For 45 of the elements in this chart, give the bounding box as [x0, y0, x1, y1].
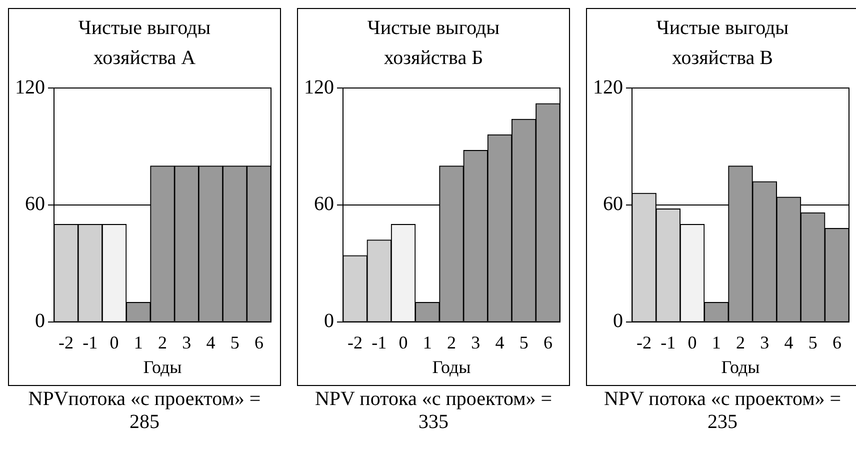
chart-title: Чистые выгоды хозяйства Б [366, 16, 501, 71]
x-tick-label: 1 [712, 332, 721, 352]
x-tick-label: 3 [760, 332, 770, 352]
x-tick-label: 4 [206, 332, 216, 352]
x-tick-label: 0 [688, 332, 697, 352]
x-axis-title: Годы [721, 356, 760, 377]
x-tick-label: 4 [495, 332, 504, 352]
x-tick-label: 0 [398, 332, 408, 352]
text: NPV потока «с проектом» = 335 [314, 388, 554, 434]
y-tick-label: 0 [35, 310, 45, 332]
y-tick-label: 60 [25, 193, 45, 216]
x-tick-label: 6 [543, 332, 552, 352]
x-tick-label: 4 [784, 332, 794, 352]
x-tick-label: 5 [519, 332, 528, 352]
x-tick-label: -1 [82, 332, 98, 352]
x-tick-label: -1 [372, 332, 387, 352]
x-tick-label: 2 [158, 332, 167, 352]
x-tick-label: 0 [110, 332, 119, 352]
x-tick-label: 3 [471, 332, 480, 352]
chart-title: Чистые выгоды хозяйства А [77, 16, 212, 71]
y-tick-label: 120 [304, 76, 334, 98]
x-tick-label: -2 [58, 332, 74, 352]
x-tick-label: 1 [134, 332, 143, 352]
x-tick-label: 1 [422, 332, 432, 352]
y-tick-label: 120 [15, 76, 45, 98]
x-axis-title: Годы [143, 356, 182, 377]
x-tick-label: -1 [660, 332, 676, 352]
x-tick-label: -2 [636, 332, 652, 352]
x-tick-label: 5 [808, 332, 818, 352]
x-tick-label: 6 [832, 332, 842, 352]
x-tick-label: 5 [230, 332, 240, 352]
y-tick-label: 0 [324, 310, 334, 332]
x-tick-label: -2 [348, 332, 363, 352]
x-tick-label: 2 [736, 332, 745, 352]
y-tick-label: 120 [593, 76, 623, 98]
y-tick-label: 60 [603, 193, 623, 216]
text: NPVпотока «с проектом» = 285 [27, 388, 262, 434]
y-tick-label: 0 [613, 310, 623, 332]
y-tick-label: 60 [314, 193, 334, 216]
chart-title: Чистые выгоды хозяйства В [655, 16, 790, 71]
text: NPV потока «с проектом» = 235 [602, 388, 842, 434]
x-axis-title: Годы [432, 356, 471, 377]
x-tick-label: 6 [254, 332, 264, 352]
x-tick-label: 3 [182, 332, 192, 352]
x-tick-label: 2 [447, 332, 456, 352]
